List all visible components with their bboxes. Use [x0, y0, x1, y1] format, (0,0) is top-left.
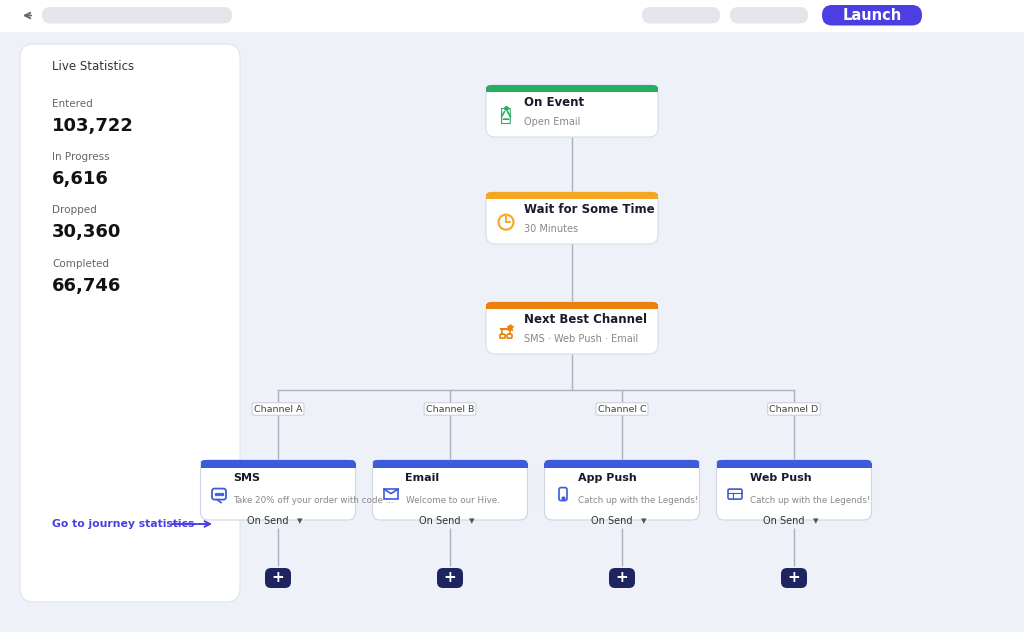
- Text: +: +: [443, 571, 457, 585]
- Text: On Send: On Send: [763, 516, 805, 526]
- FancyBboxPatch shape: [717, 463, 871, 468]
- FancyBboxPatch shape: [486, 192, 658, 244]
- Text: Catch up with the Legends!: Catch up with the Legends!: [750, 496, 869, 506]
- FancyBboxPatch shape: [0, 0, 1024, 32]
- Text: ▾: ▾: [641, 516, 647, 526]
- FancyBboxPatch shape: [486, 85, 658, 137]
- FancyBboxPatch shape: [201, 460, 355, 464]
- Text: In Progress: In Progress: [52, 152, 110, 162]
- Text: SMS · Web Push · Email: SMS · Web Push · Email: [524, 334, 638, 344]
- Text: SMS: SMS: [233, 473, 260, 483]
- FancyBboxPatch shape: [486, 87, 658, 92]
- Text: Channel A: Channel A: [254, 404, 302, 413]
- Text: ▾: ▾: [297, 516, 303, 526]
- Text: Launch: Launch: [843, 8, 901, 23]
- FancyBboxPatch shape: [373, 460, 527, 464]
- Text: Open Email: Open Email: [524, 118, 581, 128]
- Text: Live Statistics: Live Statistics: [52, 61, 134, 73]
- Text: 6,616: 6,616: [52, 170, 109, 188]
- Text: 103,722: 103,722: [52, 117, 134, 135]
- Text: ▾: ▾: [469, 516, 475, 526]
- Text: On Send: On Send: [591, 516, 633, 526]
- Text: Next Best Channel: Next Best Channel: [524, 313, 647, 325]
- Text: Take 20% off your order with code ...: Take 20% off your order with code ...: [233, 496, 394, 506]
- FancyBboxPatch shape: [822, 5, 922, 25]
- FancyBboxPatch shape: [486, 192, 658, 197]
- FancyBboxPatch shape: [545, 463, 699, 468]
- Text: Dropped: Dropped: [52, 205, 96, 215]
- FancyBboxPatch shape: [201, 460, 355, 520]
- FancyBboxPatch shape: [265, 568, 291, 588]
- Text: 30 Minutes: 30 Minutes: [524, 224, 579, 234]
- FancyBboxPatch shape: [486, 302, 658, 307]
- Text: Email: Email: [406, 473, 439, 483]
- Text: Web Push: Web Push: [750, 473, 811, 483]
- Text: Catch up with the Legends!: Catch up with the Legends!: [578, 496, 698, 506]
- Text: +: +: [615, 571, 629, 585]
- FancyBboxPatch shape: [20, 44, 240, 602]
- FancyBboxPatch shape: [642, 7, 720, 23]
- Text: 30,360: 30,360: [52, 223, 122, 241]
- FancyBboxPatch shape: [437, 568, 463, 588]
- FancyBboxPatch shape: [42, 7, 232, 23]
- Text: On Send: On Send: [419, 516, 461, 526]
- Text: ▾: ▾: [813, 516, 819, 526]
- FancyBboxPatch shape: [486, 305, 658, 309]
- FancyBboxPatch shape: [373, 460, 527, 520]
- FancyBboxPatch shape: [609, 568, 635, 588]
- Text: 66,746: 66,746: [52, 277, 122, 295]
- Text: Welcome to our Hive.: Welcome to our Hive.: [406, 496, 500, 506]
- Text: App Push: App Push: [578, 473, 636, 483]
- Text: +: +: [787, 571, 801, 585]
- FancyBboxPatch shape: [373, 463, 527, 468]
- FancyBboxPatch shape: [730, 7, 808, 23]
- FancyBboxPatch shape: [486, 85, 658, 90]
- Text: On Send: On Send: [247, 516, 289, 526]
- FancyBboxPatch shape: [717, 460, 871, 520]
- FancyBboxPatch shape: [545, 460, 699, 520]
- Text: Channel D: Channel D: [769, 404, 818, 413]
- FancyBboxPatch shape: [201, 463, 355, 468]
- Text: Channel B: Channel B: [426, 404, 474, 413]
- FancyBboxPatch shape: [545, 460, 699, 464]
- FancyBboxPatch shape: [486, 195, 658, 199]
- Text: +: +: [271, 571, 285, 585]
- Text: Wait for Some Time: Wait for Some Time: [524, 203, 654, 216]
- Text: Entered: Entered: [52, 99, 93, 109]
- FancyBboxPatch shape: [486, 302, 658, 354]
- Text: Channel C: Channel C: [598, 404, 646, 413]
- Text: Go to journey statistics: Go to journey statistics: [52, 519, 195, 529]
- FancyBboxPatch shape: [717, 460, 871, 464]
- Text: On Event: On Event: [524, 95, 584, 109]
- Text: ⮯: ⮯: [500, 106, 512, 125]
- Text: Completed: Completed: [52, 259, 109, 269]
- FancyBboxPatch shape: [781, 568, 807, 588]
